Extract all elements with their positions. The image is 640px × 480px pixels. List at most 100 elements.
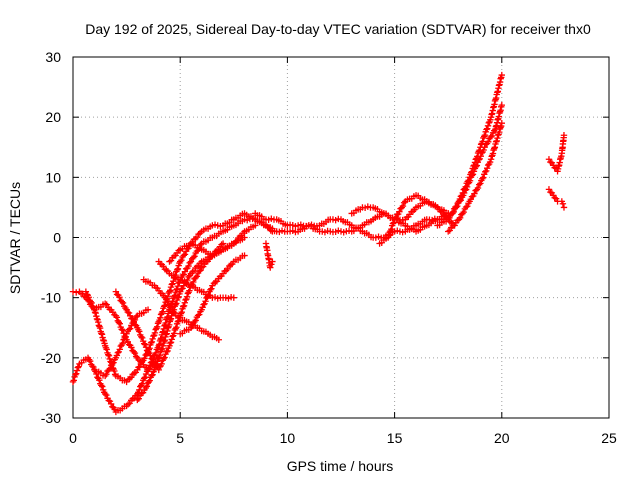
data-point bbox=[119, 327, 126, 334]
data-point bbox=[131, 349, 139, 357]
data-point bbox=[125, 326, 133, 333]
data-point bbox=[144, 306, 152, 313]
data-point bbox=[145, 378, 152, 386]
x-tick-label: 15 bbox=[387, 430, 403, 446]
data-point bbox=[168, 336, 175, 343]
data-point bbox=[147, 352, 154, 359]
data-point bbox=[464, 203, 471, 210]
data-point bbox=[252, 222, 259, 229]
data-point bbox=[181, 251, 189, 258]
data-point bbox=[452, 204, 460, 211]
x-tick-label: 20 bbox=[494, 430, 510, 446]
data-point bbox=[161, 354, 168, 361]
data-point bbox=[180, 302, 188, 309]
data-point bbox=[560, 132, 568, 139]
data-point bbox=[144, 348, 152, 356]
data-point bbox=[490, 127, 498, 134]
data-point bbox=[471, 190, 478, 197]
data-point bbox=[172, 325, 179, 332]
data-point bbox=[463, 183, 471, 191]
data-point bbox=[547, 188, 554, 196]
data-point bbox=[156, 351, 164, 359]
data-point bbox=[481, 144, 488, 151]
data-point bbox=[158, 346, 165, 354]
data-point bbox=[111, 367, 118, 375]
series-track-18 bbox=[445, 119, 505, 235]
y-tick-label: -20 bbox=[41, 350, 61, 366]
data-point bbox=[222, 267, 230, 274]
data-point bbox=[135, 395, 142, 402]
data-point bbox=[141, 355, 148, 362]
y-tick-label: 10 bbox=[45, 169, 61, 185]
data-point bbox=[174, 265, 182, 273]
series-track-17 bbox=[438, 101, 505, 223]
data-point bbox=[143, 383, 151, 390]
data-point bbox=[134, 396, 141, 404]
data-point bbox=[396, 208, 403, 215]
data-point bbox=[132, 353, 140, 360]
data-point bbox=[388, 225, 395, 233]
data-point bbox=[202, 298, 209, 305]
data-point bbox=[477, 180, 484, 187]
data-point bbox=[103, 346, 110, 353]
data-point bbox=[140, 340, 148, 347]
data-point bbox=[186, 259, 193, 267]
data-point bbox=[560, 204, 568, 211]
data-point bbox=[88, 299, 95, 307]
data-point bbox=[269, 258, 276, 265]
data-point bbox=[483, 164, 491, 172]
data-point bbox=[131, 370, 138, 377]
data-point bbox=[399, 202, 407, 210]
data-point bbox=[174, 318, 182, 325]
data-point bbox=[181, 299, 188, 306]
data-point bbox=[208, 285, 215, 292]
data-point bbox=[454, 202, 461, 210]
data-point bbox=[194, 312, 202, 319]
data-point bbox=[559, 200, 567, 207]
data-point bbox=[178, 308, 185, 316]
data-point bbox=[124, 308, 131, 316]
data-point bbox=[106, 365, 114, 372]
data-point bbox=[457, 196, 465, 204]
data-point bbox=[138, 333, 145, 340]
x-tick-label: 25 bbox=[601, 430, 617, 446]
data-point bbox=[173, 324, 180, 331]
data-point bbox=[180, 303, 187, 310]
chart-title: Day 192 of 2025, Sidereal Day-to-day VTE… bbox=[85, 21, 591, 37]
data-point bbox=[173, 286, 180, 294]
data-point bbox=[215, 336, 222, 343]
x-tick-labels: 0 5 10 15 20 25 bbox=[69, 430, 617, 446]
data-point bbox=[473, 162, 481, 169]
data-point bbox=[196, 311, 203, 318]
data-point bbox=[172, 301, 179, 308]
data-point bbox=[180, 252, 187, 259]
data-point bbox=[137, 360, 145, 368]
data-point bbox=[90, 363, 97, 371]
data-point bbox=[167, 287, 174, 294]
data-point bbox=[178, 285, 185, 293]
data-point bbox=[446, 227, 453, 234]
data-point bbox=[138, 334, 146, 342]
data-point bbox=[130, 348, 137, 355]
data-point bbox=[148, 372, 155, 379]
data-point bbox=[484, 122, 492, 130]
data-point bbox=[241, 252, 248, 259]
data-point bbox=[174, 294, 182, 301]
data-point bbox=[390, 219, 397, 226]
data-point bbox=[151, 329, 159, 337]
data-point bbox=[191, 253, 198, 260]
data-point bbox=[169, 298, 176, 305]
data-point bbox=[212, 278, 219, 286]
data-point bbox=[400, 199, 408, 206]
data-point bbox=[72, 371, 79, 378]
data-point bbox=[135, 364, 142, 371]
data-point bbox=[185, 289, 192, 296]
data-point bbox=[205, 291, 212, 299]
data-point bbox=[103, 391, 110, 399]
series-track-10 bbox=[177, 252, 248, 337]
data-point bbox=[483, 126, 490, 133]
data-point bbox=[190, 254, 197, 261]
data-point bbox=[167, 339, 174, 347]
data-point bbox=[105, 397, 112, 404]
